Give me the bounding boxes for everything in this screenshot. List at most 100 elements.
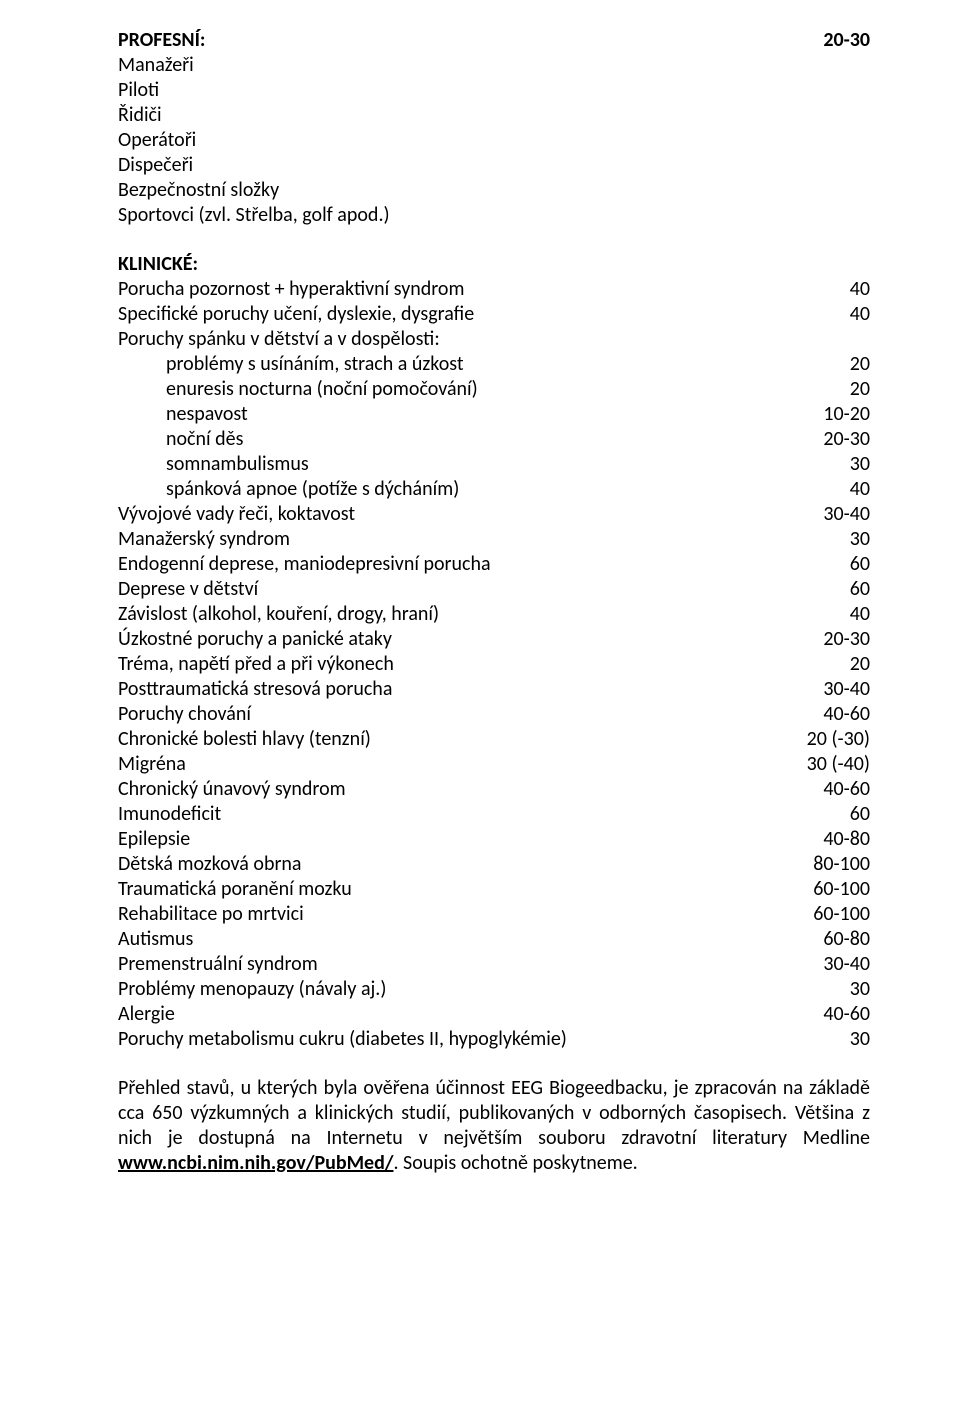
clinical-value: 30-40 (823, 677, 870, 702)
clinical-value: 40 (850, 277, 870, 302)
clinical-subvalue: 10-20 (823, 402, 870, 427)
clinical-label: Úzkostné poruchy a panické ataky (118, 627, 392, 652)
clinical-row: Porucha pozornost + hyperaktivní syndrom… (118, 277, 870, 302)
clinical-label: Premenstruální syndrom (118, 952, 318, 977)
clinical-row: Chronické bolesti hlavy (tenzní) 20 (-30) (118, 727, 870, 752)
clinical-label: Poruchy chování (118, 702, 251, 727)
clinical-row: Dětská mozková obrna 80-100 (118, 852, 870, 877)
clinical-value: 60-100 (813, 902, 870, 927)
clinical-label: Endogenní deprese, maniodepresivní poruc… (118, 552, 491, 577)
clinical-sublabel: spánková apnoe (potíže s dýcháním) (166, 477, 459, 502)
clinical-value: 40-60 (823, 702, 870, 727)
clinical-row: Tréma, napětí před a při výkonech 20 (118, 652, 870, 677)
clinical-value: 40-60 (823, 1002, 870, 1027)
clinical-label: Specifické poruchy učení, dyslexie, dysg… (118, 302, 474, 327)
clinical-subrow: problémy s usínáním, strach a úzkost 20 (118, 352, 870, 377)
clinical-row: Deprese v dětství 60 (118, 577, 870, 602)
clinical-subrow: enuresis nocturna (noční pomočování) 20 (118, 377, 870, 402)
clinical-row: Manažerský syndrom30 (118, 527, 870, 552)
profesni-item: Sportovci (zvl. Střelba, golf apod.) (118, 203, 870, 228)
clinical-subvalue: 20 (850, 377, 870, 402)
clinical-row: Epilepsie 40-80 (118, 827, 870, 852)
clinical-row: Imunodeficit60 (118, 802, 870, 827)
clinical-sublabel: nespavost (166, 402, 248, 427)
profesni-heading-value: 20-30 (823, 28, 870, 53)
clinical-label: Chronický únavový syndrom (118, 777, 346, 802)
clinical-value: 40-80 (823, 827, 870, 852)
clinical-label: Posttraumatická stresová porucha (118, 677, 392, 702)
clinical-value: 60 (850, 802, 870, 827)
profesni-heading: PROFESNÍ: (118, 28, 205, 53)
clinical-value: 60 (850, 552, 870, 577)
clinical-value: 30 (-40) (807, 752, 870, 777)
klinicke-heading: KLINICKÉ: (118, 252, 870, 277)
profesni-item: Dispečeři (118, 153, 870, 178)
clinical-row: Problémy menopauzy (návaly aj.) 30 (118, 977, 870, 1002)
clinical-label: Alergie (118, 1002, 175, 1027)
clinical-row: Vývojové vady řeči, koktavost 30-40 (118, 502, 870, 527)
clinical-sublabel: noční děs (166, 427, 243, 452)
clinical-label: Migréna (118, 752, 186, 777)
profesni-item: Manažeři (118, 53, 870, 78)
clinical-row: Premenstruální syndrom 30-40 (118, 952, 870, 977)
clinical-row: Poruchy metabolismu cukru (diabetes II, … (118, 1027, 870, 1052)
clinical-value: 30 (850, 977, 870, 1002)
medline-link[interactable]: www.ncbi.nim.nih.gov/PubMed/ (118, 1151, 393, 1175)
clinical-value: 40-60 (823, 777, 870, 802)
clinical-label: Chronické bolesti hlavy (tenzní) (118, 727, 371, 752)
clinical-label: Autismus (118, 927, 193, 952)
clinical-value: 40 (850, 602, 870, 627)
clinical-value: 60-80 (823, 927, 870, 952)
clinical-row: Autismus 60-80 (118, 927, 870, 952)
clinical-label: Tréma, napětí před a při výkonech (118, 652, 394, 677)
clinical-value: 60 (850, 577, 870, 602)
clinical-value: 30 (850, 1027, 870, 1052)
clinical-row: Závislost (alkohol, kouření, drogy, hran… (118, 602, 870, 627)
clinical-row: Traumatická poranění mozku60-100 (118, 877, 870, 902)
profesni-item: Piloti (118, 78, 870, 103)
clinical-row: Rehabilitace po mrtvici 60-100 (118, 902, 870, 927)
clinical-value: 20 (-30) (807, 727, 870, 752)
clinical-label: Deprese v dětství (118, 577, 258, 602)
clinical-label: Poruchy metabolismu cukru (diabetes II, … (118, 1027, 567, 1052)
clinical-row: Specifické poruchy učení, dyslexie, dysg… (118, 302, 870, 327)
clinical-row: Chronický únavový syndrom 40-60 (118, 777, 870, 802)
clinical-row: Posttraumatická stresová porucha 30-40 (118, 677, 870, 702)
clinical-label: Vývojové vady řeči, koktavost (118, 502, 355, 527)
clinical-subvalue: 20 (850, 352, 870, 377)
clinical-label: Traumatická poranění mozku (118, 877, 352, 902)
clinical-label: Rehabilitace po mrtvici (118, 902, 304, 927)
clinical-label: Problémy menopauzy (návaly aj.) (118, 977, 386, 1002)
clinical-subrow: somnambulismus 30 (118, 452, 870, 477)
clinical-row: Poruchy spánku v dětství a v dospělosti: (118, 327, 870, 352)
footer-text-post: . Soupis ochotně poskytneme. (393, 1151, 637, 1175)
clinical-value: 30-40 (823, 502, 870, 527)
clinical-value: 30-40 (823, 952, 870, 977)
clinical-value: 80-100 (813, 852, 870, 877)
clinical-value: 20 (850, 652, 870, 677)
clinical-value: 40 (850, 302, 870, 327)
clinical-row: Migréna 30 (-40) (118, 752, 870, 777)
clinical-sublabel: problémy s usínáním, strach a úzkost (166, 352, 464, 377)
clinical-subrow: nespavost 10-20 (118, 402, 870, 427)
clinical-row: Úzkostné poruchy a panické ataky 20-30 (118, 627, 870, 652)
profesni-item: Bezpečnostní složky (118, 178, 870, 203)
footer-paragraph: Přehled stavů, u kterých byla ověřena úč… (118, 1076, 870, 1176)
clinical-row: Poruchy chování 40-60 (118, 702, 870, 727)
profesni-item: Řidiči (118, 103, 870, 128)
clinical-label: Dětská mozková obrna (118, 852, 302, 877)
clinical-label: Epilepsie (118, 827, 190, 852)
clinical-label: Poruchy spánku v dětství a v dospělosti: (118, 327, 440, 351)
clinical-subvalue: 30 (850, 452, 870, 477)
clinical-sublabel: somnambulismus (166, 452, 309, 477)
clinical-subvalue: 40 (850, 477, 870, 502)
footer-text-pre: Přehled stavů, u kterých byla ověřena úč… (118, 1076, 870, 1150)
clinical-sublabel: enuresis nocturna (noční pomočování) (166, 377, 478, 402)
profesni-item: Operátoři (118, 128, 870, 153)
clinical-value: 20-30 (823, 627, 870, 652)
clinical-row: Endogenní deprese, maniodepresivní poruc… (118, 552, 870, 577)
clinical-row: Alergie 40-60 (118, 1002, 870, 1027)
clinical-label: Porucha pozornost + hyperaktivní syndrom (118, 277, 464, 302)
clinical-value: 30 (850, 527, 870, 552)
clinical-label: Závislost (alkohol, kouření, drogy, hran… (118, 602, 439, 627)
